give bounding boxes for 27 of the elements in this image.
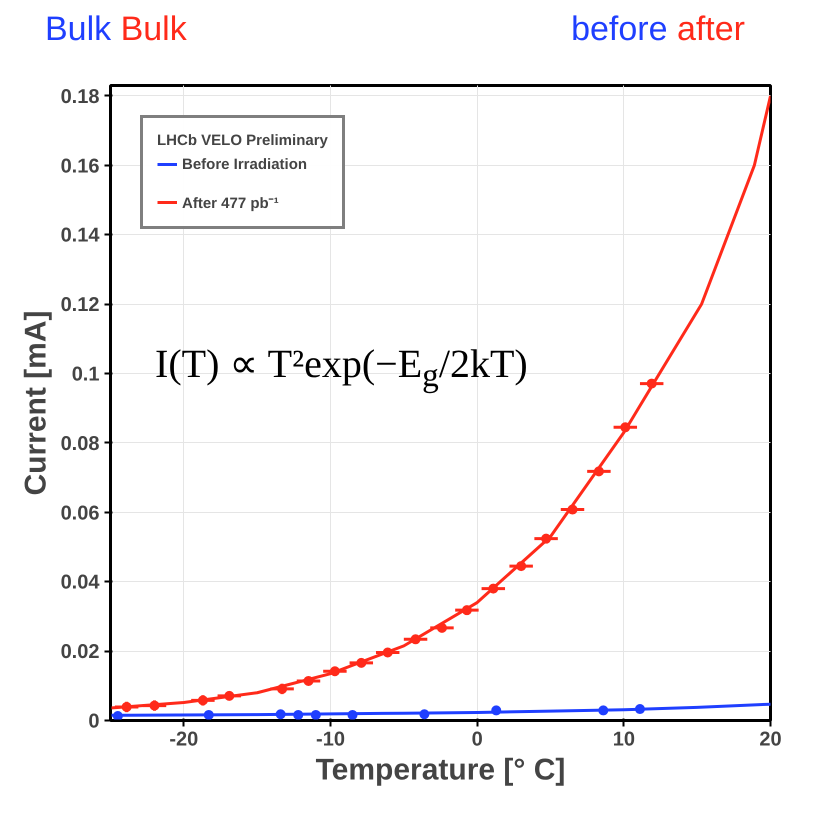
y-tick-label: 0.14	[60, 224, 100, 247]
y-tick-label: 0.16	[60, 155, 100, 178]
text: after	[676, 10, 745, 48]
text: before	[571, 10, 668, 48]
y-tick-label: 0.04	[60, 572, 100, 594]
line-series	[110, 702, 770, 717]
y-tick-label: 0.1	[72, 364, 100, 386]
y-tick-label: 0.12	[60, 294, 100, 316]
y-tick-label: 0	[88, 710, 100, 732]
y-tick-label: 0.08	[60, 432, 100, 455]
x-tick-label: -20	[169, 728, 198, 750]
x-tick-label: 10	[612, 728, 635, 750]
y-tick-label: 0.18	[60, 86, 100, 108]
y-axis-title: Current [mA]	[20, 310, 53, 496]
x-tick-label: 0	[472, 728, 483, 750]
annotation: I(T) ∝ T²exp(−E$_{g}$/2kT)	[155, 340, 528, 396]
x-tick-label: -10	[316, 728, 345, 750]
text: Bulk	[120, 10, 187, 48]
text: Bulk	[45, 10, 112, 48]
x-axis-title: Temperature [° C]	[316, 754, 566, 786]
line-series	[110, 94, 770, 710]
legend-title: LHCb VELO Preliminary	[157, 132, 328, 149]
legend-label: After 477 pb⁻¹	[182, 194, 279, 212]
y-tick-label: 0.06	[60, 502, 100, 524]
x-tick-label: 20	[759, 728, 782, 750]
y-tick-label: 0.02	[60, 641, 100, 664]
legend-label: Before Irradiation	[182, 156, 308, 172]
